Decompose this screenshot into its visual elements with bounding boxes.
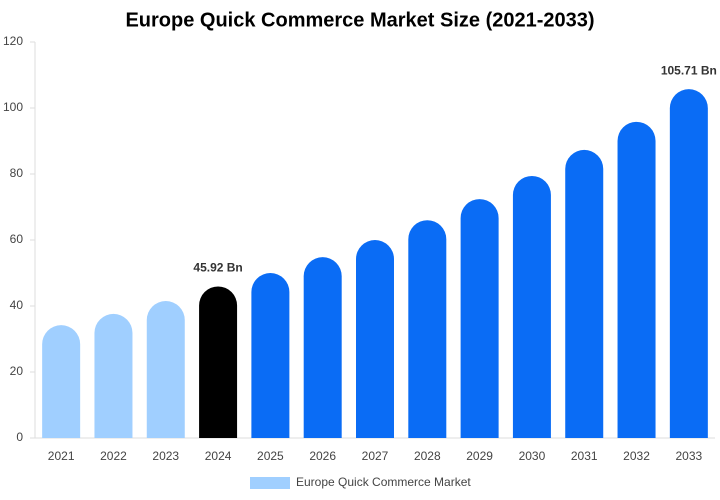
bar [42, 325, 81, 438]
x-tick-label: 2021 [48, 449, 75, 463]
bar [303, 257, 342, 438]
x-tick-label: 2032 [623, 449, 650, 463]
bar [617, 121, 656, 439]
x-tick-label: 2031 [571, 449, 598, 463]
x-tick-label: 2025 [257, 449, 284, 463]
bar [199, 286, 238, 438]
x-tick-label: 2028 [414, 449, 441, 463]
x-tick-label: 2027 [362, 449, 389, 463]
y-tick-label: 80 [10, 166, 24, 180]
bar [146, 301, 185, 438]
x-tick-label: 2023 [152, 449, 179, 463]
data-label: 105.71 Bn [661, 63, 717, 77]
legend-label: Europe Quick Commerce Market [296, 475, 471, 489]
bar [251, 273, 290, 438]
x-tick-label: 2024 [205, 449, 232, 463]
bar [565, 149, 604, 438]
x-tick-label: 2033 [675, 449, 702, 463]
y-tick-label: 0 [16, 430, 23, 444]
bar [408, 220, 447, 438]
x-tick-label: 2026 [309, 449, 336, 463]
bar [669, 89, 708, 439]
x-tick-label: 2030 [519, 449, 546, 463]
y-tick-label: 100 [3, 100, 23, 114]
x-tick-label: 2029 [466, 449, 493, 463]
chart-title: Europe Quick Commerce Market Size (2021-… [125, 9, 594, 31]
legend-swatch [250, 477, 290, 489]
y-tick-label: 40 [10, 298, 24, 312]
y-tick-label: 120 [3, 34, 23, 48]
y-tick-label: 60 [10, 232, 24, 246]
bar [94, 313, 133, 438]
bar [512, 175, 551, 439]
bar [460, 199, 499, 438]
bar [356, 240, 394, 438]
x-tick-label: 2022 [100, 449, 127, 463]
data-label: 45.92 Bn [193, 261, 242, 275]
y-tick-label: 20 [10, 364, 24, 378]
